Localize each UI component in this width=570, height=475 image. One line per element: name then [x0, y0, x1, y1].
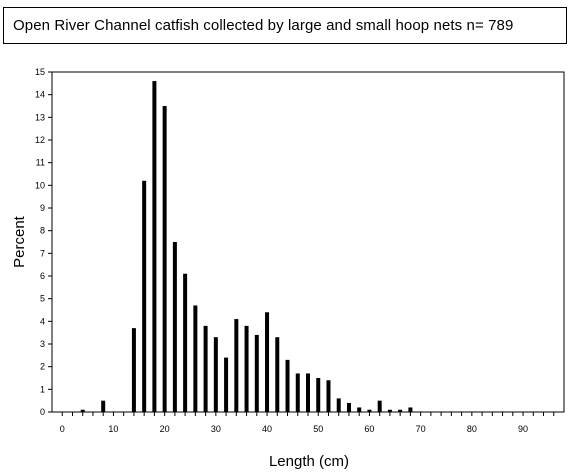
y-tick-label: 9: [40, 203, 45, 213]
y-tick-label: 4: [40, 316, 45, 326]
histogram-bar: [234, 319, 239, 412]
histogram-bar: [408, 407, 413, 412]
histogram-bar: [316, 378, 321, 412]
histogram-bar: [101, 400, 106, 412]
x-tick-label: 90: [518, 424, 528, 434]
histogram-bar: [172, 242, 177, 412]
y-tick-label: 3: [40, 339, 45, 349]
y-tick-label: 13: [35, 112, 45, 122]
histogram-bar: [244, 325, 249, 412]
y-tick-label: 1: [40, 384, 45, 394]
histogram-bar: [193, 305, 198, 412]
chart-title: Open River Channel catfish collected by …: [13, 17, 514, 34]
histogram-bar: [142, 180, 147, 412]
histogram-bar: [213, 337, 218, 412]
x-tick-label: 10: [108, 424, 118, 434]
y-tick-label: 5: [40, 294, 45, 304]
histogram-bar: [80, 409, 85, 412]
x-tick-label: 70: [416, 424, 426, 434]
y-tick-label: 2: [40, 362, 45, 372]
histogram-bar: [295, 373, 300, 412]
histogram-bar: [285, 359, 290, 412]
y-tick-label: 11: [36, 158, 45, 168]
histogram-bar: [387, 409, 392, 412]
x-tick-label: 80: [467, 424, 477, 434]
histogram-bar: [346, 402, 351, 412]
histogram-bar: [203, 325, 208, 412]
x-tick-label: 30: [211, 424, 221, 434]
histogram-bar: [183, 273, 188, 412]
y-tick-label: 8: [40, 226, 45, 236]
x-tick-label: 0: [60, 424, 65, 434]
histogram-bar: [306, 373, 310, 412]
histogram-bar: [152, 81, 157, 413]
y-tick-label: 14: [35, 90, 45, 100]
histogram-bar: [357, 407, 362, 412]
chart-title-box: Open River Channel catfish collected by …: [3, 7, 567, 44]
histogram-bar: [131, 328, 136, 412]
x-axis-label: Length (cm): [269, 453, 349, 470]
histogram-bar: [275, 337, 280, 412]
y-tick-label: 7: [40, 248, 45, 258]
histogram-bar: [162, 106, 167, 412]
x-tick-label: 50: [313, 424, 323, 434]
x-tick-label: 20: [160, 424, 170, 434]
histogram-bar: [336, 398, 341, 412]
histogram-bar: [398, 409, 403, 412]
histogram-bar: [377, 400, 382, 412]
histogram-bar: [265, 312, 270, 412]
histogram-bar: [326, 380, 331, 412]
histogram-bar: [254, 334, 259, 412]
y-tick-label: 10: [35, 180, 45, 190]
histogram-bar: [224, 357, 229, 412]
x-tick-label: 60: [364, 424, 374, 434]
plot-frame: [51, 71, 565, 413]
y-axis-label: Percent: [11, 215, 28, 268]
y-tick-label: 15: [35, 67, 45, 77]
y-tick-label: 12: [35, 135, 45, 145]
y-tick-label: 0: [40, 407, 45, 417]
y-tick-label: 6: [40, 271, 45, 281]
histogram-bar: [367, 409, 372, 412]
x-tick-label: 40: [262, 424, 272, 434]
